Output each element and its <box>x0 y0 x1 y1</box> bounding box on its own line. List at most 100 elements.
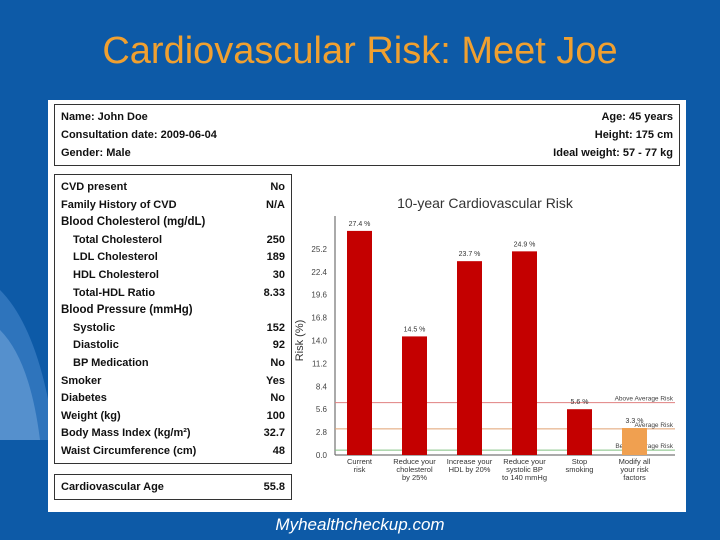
risk-factor-row: Total Cholesterol 250 <box>61 232 285 248</box>
risk-factor-row: Diabetes No <box>61 390 285 406</box>
footer-site: Myhealthcheckup.com <box>275 515 445 534</box>
risk-factor-value: No <box>270 181 285 193</box>
risk-factor-label: Smoker <box>61 374 102 387</box>
risk-factor-label: HDL Cholesterol <box>73 269 159 281</box>
risk-factor-row: Blood Pressure (mmHg) <box>61 302 285 318</box>
risk-factors-box: CVD present No Family History of CVD N/A Blo… <box>54 174 292 464</box>
risk-factor-label: Waist Circumference (cm) <box>61 445 197 457</box>
risk-factor-label: Systolic <box>73 321 116 334</box>
risk-factor-label: Diastolic <box>73 339 119 352</box>
risk-factor-row: Total-HDL Ratio 8.33 <box>61 285 285 301</box>
bar <box>402 336 427 455</box>
reference-line-label: Above Average Risk <box>615 396 674 403</box>
risk-factor-value: 152 <box>266 321 285 334</box>
data-label: 5.6 % <box>571 399 589 406</box>
y-tick-label: 11.2 <box>312 359 328 368</box>
y-tick-label: 22.4 <box>311 268 327 277</box>
slide-title: Cardiovascular Risk: Meet Joe <box>102 30 618 72</box>
risk-factor-row: Body Mass Index (kg/m²) 32.7 <box>61 425 285 441</box>
x-tick-label: cholesterol <box>396 465 433 474</box>
y-tick-label: 16.8 <box>311 314 327 323</box>
risk-factor-label: Blood Pressure (mmHg) <box>61 304 193 317</box>
risk-factor-label: Body Mass Index (kg/m²) <box>61 427 191 440</box>
risk-factor-value: 30 <box>272 269 285 281</box>
risk-factor-label: Blood Cholesterol (mg/dL) <box>61 216 206 229</box>
bar <box>457 261 482 455</box>
risk-factor-value: No <box>270 357 285 369</box>
x-tick-label: systolic BP <box>506 465 543 474</box>
risk-factor-label: Diabetes <box>61 392 107 405</box>
decorative-swoosh <box>0 290 55 440</box>
risk-factor-row: LDL Cholesterol 189 <box>61 249 285 265</box>
bar <box>567 409 592 455</box>
risk-factor-row: CVD present No <box>61 179 285 195</box>
consultation-date: Consultation date: 2009-06-04 <box>61 129 217 141</box>
risk-factor-row: Diastolic 92 <box>61 337 285 353</box>
bar <box>347 230 372 455</box>
risk-factor-row: HDL Cholesterol 30 <box>61 267 285 283</box>
risk-factor-label: CVD present <box>61 181 128 193</box>
risk-factor-label: LDL Cholesterol <box>73 251 158 264</box>
data-label: 14.5 % <box>404 326 426 333</box>
risk-factor-row: Blood Cholesterol (mg/dL) <box>61 214 285 230</box>
cardio-age-value: 55.8 <box>263 481 285 493</box>
patient-age: Age: 45 years <box>601 111 673 123</box>
risk-chart: 10-year Cardiovascular Risk Risk (%) 0.0 2.… <box>294 195 675 482</box>
cardio-age-label: Cardiovascular Age <box>61 481 164 493</box>
risk-factor-row: Systolic 152 <box>61 320 285 336</box>
risk-factor-label: Total Cholesterol <box>73 233 163 246</box>
x-tick-label: Reduce your <box>393 457 436 466</box>
risk-factor-value: 189 <box>266 251 285 264</box>
chart-title: 10-year Cardiovascular Risk <box>397 195 574 211</box>
y-tick-label: 25.2 <box>311 245 327 254</box>
risk-factor-row: BP Medication No <box>61 355 285 371</box>
bar <box>512 251 537 455</box>
patient-gender: Gender: Male <box>61 147 131 159</box>
y-axis-label: Risk (%) <box>294 320 306 362</box>
risk-factor-row: Waist Circumference (cm) 48 <box>61 443 285 459</box>
risk-factor-label: Total-HDL Ratio <box>73 286 156 299</box>
data-label: 23.7 % <box>459 251 481 258</box>
risk-factor-value: Yes <box>266 374 285 387</box>
risk-factor-value: 250 <box>266 233 285 246</box>
y-tick-label: 5.6 <box>316 405 328 414</box>
risk-factor-value: 32.7 <box>263 427 285 440</box>
risk-factor-label: Weight (kg) <box>61 409 121 422</box>
bar <box>622 428 647 455</box>
risk-factor-value: 8.33 <box>263 286 285 299</box>
reference-line-label: Average Risk <box>634 422 673 429</box>
x-tick-label: factors <box>623 473 646 482</box>
y-tick-label: 0.0 <box>316 451 328 460</box>
data-label: 3.3 % <box>626 418 644 425</box>
y-tick-label: 19.6 <box>311 291 327 300</box>
patient-height: Height: 175 cm <box>594 129 673 141</box>
patient-name: Name: John Doe <box>61 111 148 123</box>
risk-factor-value: 92 <box>272 339 285 352</box>
y-tick-label: 8.4 <box>316 382 328 391</box>
y-tick-label: 14.0 <box>311 337 327 346</box>
x-tick-label: Current <box>347 457 373 466</box>
risk-factor-row: Weight (kg) 100 <box>61 408 285 424</box>
risk-factor-value: 48 <box>272 445 285 457</box>
y-tick-label: 2.8 <box>316 428 328 437</box>
x-tick-label: to 140 mmHg <box>502 473 547 482</box>
risk-factor-value: N/A <box>266 198 285 211</box>
risk-factor-value: 100 <box>266 409 285 422</box>
risk-factor-label: BP Medication <box>73 357 149 369</box>
risk-factor-row: Smoker Yes <box>61 373 285 389</box>
cardio-age-box: Cardiovascular Age 55.8 <box>54 474 292 500</box>
x-tick-label: Increase your <box>447 457 493 466</box>
risk-factor-label: Family History of CVD <box>61 198 177 211</box>
data-label: 24.9 % <box>514 241 536 248</box>
x-tick-label: risk <box>354 465 366 474</box>
x-tick-label: by 25% <box>402 473 427 482</box>
x-tick-label: Stop <box>572 457 587 466</box>
patient-info-box: Name: John Doe Age: 45 years Consultation… <box>54 104 680 166</box>
risk-factor-value: No <box>270 392 285 405</box>
x-tick-label: smoking <box>566 465 594 474</box>
data-label: 27.4 % <box>349 221 371 228</box>
ideal-weight: Ideal weight: 57 - 77 kg <box>553 147 673 159</box>
x-tick-label: HDL by 20% <box>449 465 491 474</box>
x-tick-label: Modify all <box>619 457 651 466</box>
risk-factor-row: Family History of CVD N/A <box>61 197 285 213</box>
